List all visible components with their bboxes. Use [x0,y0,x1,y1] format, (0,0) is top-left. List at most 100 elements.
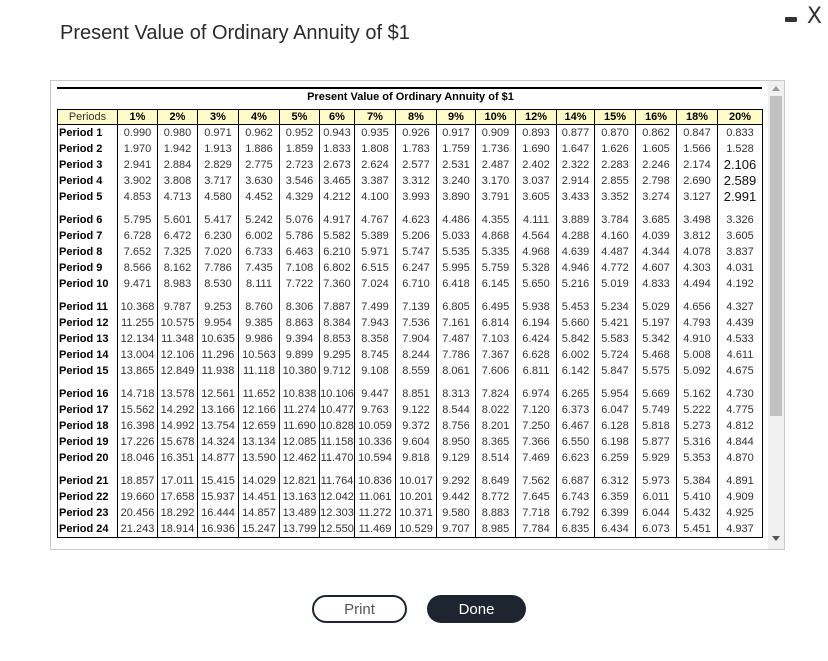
table-cell: 6.247 [395,260,437,276]
table-cell: 2.941 [117,157,158,173]
table-cell: 3.312 [395,173,437,189]
table-cell: 5.954 [594,379,636,402]
column-header-rate: 4% [238,109,280,125]
table-cell: 5.342 [635,331,677,347]
table-cell: 4.853 [117,189,158,205]
table-cell: 2.914 [556,173,595,189]
minimize-icon[interactable] [784,16,797,22]
column-header-rate: 10% [475,109,516,125]
table-cell: 1.783 [395,141,437,157]
scrollbar-thumb[interactable] [770,96,782,416]
period-label: Period 16 [57,379,118,402]
close-icon[interactable]: X [806,4,822,29]
table-cell: 4.160 [594,228,636,244]
table-cell: 13.799 [279,521,320,538]
table-cell: 5.724 [594,347,636,363]
table-row: Period 18 16.398 14.992 13.754 12.659 11.690 1… [57,418,763,434]
period-label: Period 13 [57,331,118,347]
table-cell: 9.447 [354,379,396,402]
scroll-up-arrow-icon[interactable] [772,86,780,91]
table-cell: 11.118 [238,363,280,379]
table-cell: 3.791 [475,189,516,205]
table-cell: 18.857 [117,466,158,489]
table-row: Period 2 1.970 1.942 1.913 1.886 1.859 1.833 1.… [57,141,763,157]
table-cell: 8.853 [319,331,355,347]
table-cell: 2.855 [594,173,636,189]
period-label: Period 11 [57,292,118,315]
table-cell: 13.489 [279,505,320,521]
table-cell: 6.472 [157,228,198,244]
table-cell: 11.764 [319,466,355,489]
table-cell: 10.838 [279,379,320,402]
table-cell: 7.499 [354,292,396,315]
table-cell: 4.564 [515,228,557,244]
table-cell: 16.936 [197,521,239,538]
table-cell: 5.216 [556,276,595,292]
table-cell: 12.303 [319,505,355,521]
table-cell: 5.747 [395,244,437,260]
table-cell: 3.837 [717,244,763,260]
table-cell: 5.222 [676,402,718,418]
table-cell: 9.385 [238,315,280,331]
table-cell: 3.605 [717,228,763,244]
table-cell: 4.111 [515,205,557,228]
table-cell: 4.623 [395,205,437,228]
table-cell: 10.828 [319,418,355,434]
table-row: Period 6 5.795 5.601 5.417 5.242 5.076 4.917 4.… [57,205,763,228]
table-cell: 3.546 [279,173,320,189]
table-cell: 9.899 [279,347,320,363]
table-cell: 0.877 [556,124,595,141]
table-cell: 6.628 [515,347,557,363]
table-cell: 3.812 [676,228,718,244]
table-cell: 5.019 [594,276,636,292]
table-cell: 11.296 [197,347,239,363]
table-cell: 8.358 [354,331,396,347]
period-label: Period 9 [57,260,118,276]
table-cell: 7.020 [197,244,239,260]
table-cell: 7.120 [515,402,557,418]
print-button[interactable]: Print [312,595,407,623]
table-cell: 21.243 [117,521,158,538]
dialog-title: Present Value of Ordinary Annuity of $1 [60,22,410,44]
column-header-rate: 3% [197,109,239,125]
table-cell: 1.913 [197,141,239,157]
table-cell: 6.002 [238,228,280,244]
table-cell: 9.129 [436,450,476,466]
table-cell: 1.605 [635,141,677,157]
table-cell: 8.022 [475,402,516,418]
table-cell: 17.658 [157,489,198,505]
period-label: Period 7 [57,228,118,244]
table-row: Period 9 8.566 8.162 7.786 7.435 7.108 6.802 6.… [57,260,763,276]
table-cell: 9.707 [436,521,476,538]
table-cell: 10.836 [354,466,396,489]
table-cell: 5.995 [436,260,476,276]
table-cell: 2.402 [515,157,557,173]
period-label: Period 10 [57,276,118,292]
table-row: Period 21 18.857 17.011 15.415 14.029 12.821 1… [57,466,763,489]
table-cell: 5.583 [594,331,636,347]
table-cell: 0.962 [238,124,280,141]
scroll-down-arrow-icon[interactable] [772,536,780,541]
table-cell: 0.943 [319,124,355,141]
table-cell: 9.763 [354,402,396,418]
table-cell: 14.718 [117,379,158,402]
table-cell: 7.487 [436,331,476,347]
table-cell: 6.424 [515,331,557,347]
done-button[interactable]: Done [427,595,526,623]
table-cell: 7.367 [475,347,516,363]
table-cell: 6.792 [556,505,595,521]
table-cell: 4.793 [676,315,718,331]
table-cell: 7.139 [395,292,437,315]
table-cell: 3.170 [475,173,516,189]
table-cell: 4.580 [197,189,239,205]
table-row: Period 13 12.134 11.348 10.635 9.986 9.394 8.8… [57,331,763,347]
table-cell: 1.970 [117,141,158,157]
column-header-rate: 12% [515,109,557,125]
column-header-rate: 6% [319,109,355,125]
table-row: Period 19 17.226 15.678 14.324 13.134 12.085 1… [57,434,763,450]
table-cell: 8.863 [279,315,320,331]
table-cell: 4.639 [556,244,595,260]
vertical-scrollbar[interactable] [768,81,784,549]
table-cell: 12.106 [157,347,198,363]
table-cell: 13.166 [197,402,239,418]
